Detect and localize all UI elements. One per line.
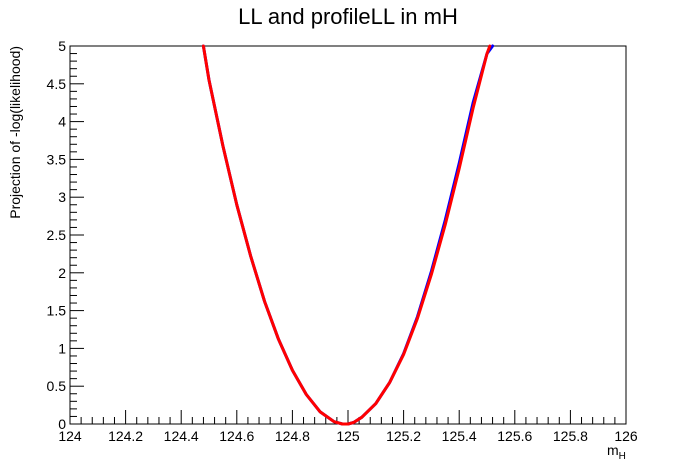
y-tick-label: 2.5 xyxy=(47,227,67,243)
x-tick-label: 126 xyxy=(614,428,638,444)
y-tick-label: 1 xyxy=(58,340,66,356)
x-axis-label-subscript: H xyxy=(619,451,626,462)
x-tick-label: 124 xyxy=(58,428,82,444)
series-layer xyxy=(201,44,495,426)
y-tick-label: 1.5 xyxy=(47,303,67,319)
x-tick-label: 124.4 xyxy=(164,428,199,444)
x-tick-label: 124.6 xyxy=(219,428,254,444)
x-tick-label: 125.4 xyxy=(442,428,477,444)
y-tick-label: 2 xyxy=(58,265,66,281)
x-axis-label-main: m xyxy=(607,442,619,458)
x-tick-label: 124.2 xyxy=(108,428,143,444)
x-tick-label: 125.2 xyxy=(386,428,421,444)
y-tick-label: 3 xyxy=(58,189,66,205)
x-axis-label: mH xyxy=(607,442,626,462)
x-tick-label: 125 xyxy=(336,428,360,444)
y-tick-label: 3.5 xyxy=(47,151,67,167)
y-tick-label: 0.5 xyxy=(47,378,67,394)
y-tick-label: 4.5 xyxy=(47,76,67,92)
y-tick-label: 5 xyxy=(58,38,66,54)
series-line-1 xyxy=(201,44,492,426)
y-axis-label: Projection of -log(likelihood) xyxy=(7,46,23,219)
chart-title: LL and profileLL in mH xyxy=(238,4,458,29)
x-tick-label: 124.8 xyxy=(275,428,310,444)
y-tick-label: 0 xyxy=(58,416,66,432)
x-tick-label: 125.6 xyxy=(497,428,532,444)
x-tick-label: 125.8 xyxy=(553,428,588,444)
y-tick-label: 4 xyxy=(58,114,66,130)
axis-ticks: 124 124.2 124.4 124.6 124.8 125 125.2 125.4 125.… xyxy=(47,38,638,444)
